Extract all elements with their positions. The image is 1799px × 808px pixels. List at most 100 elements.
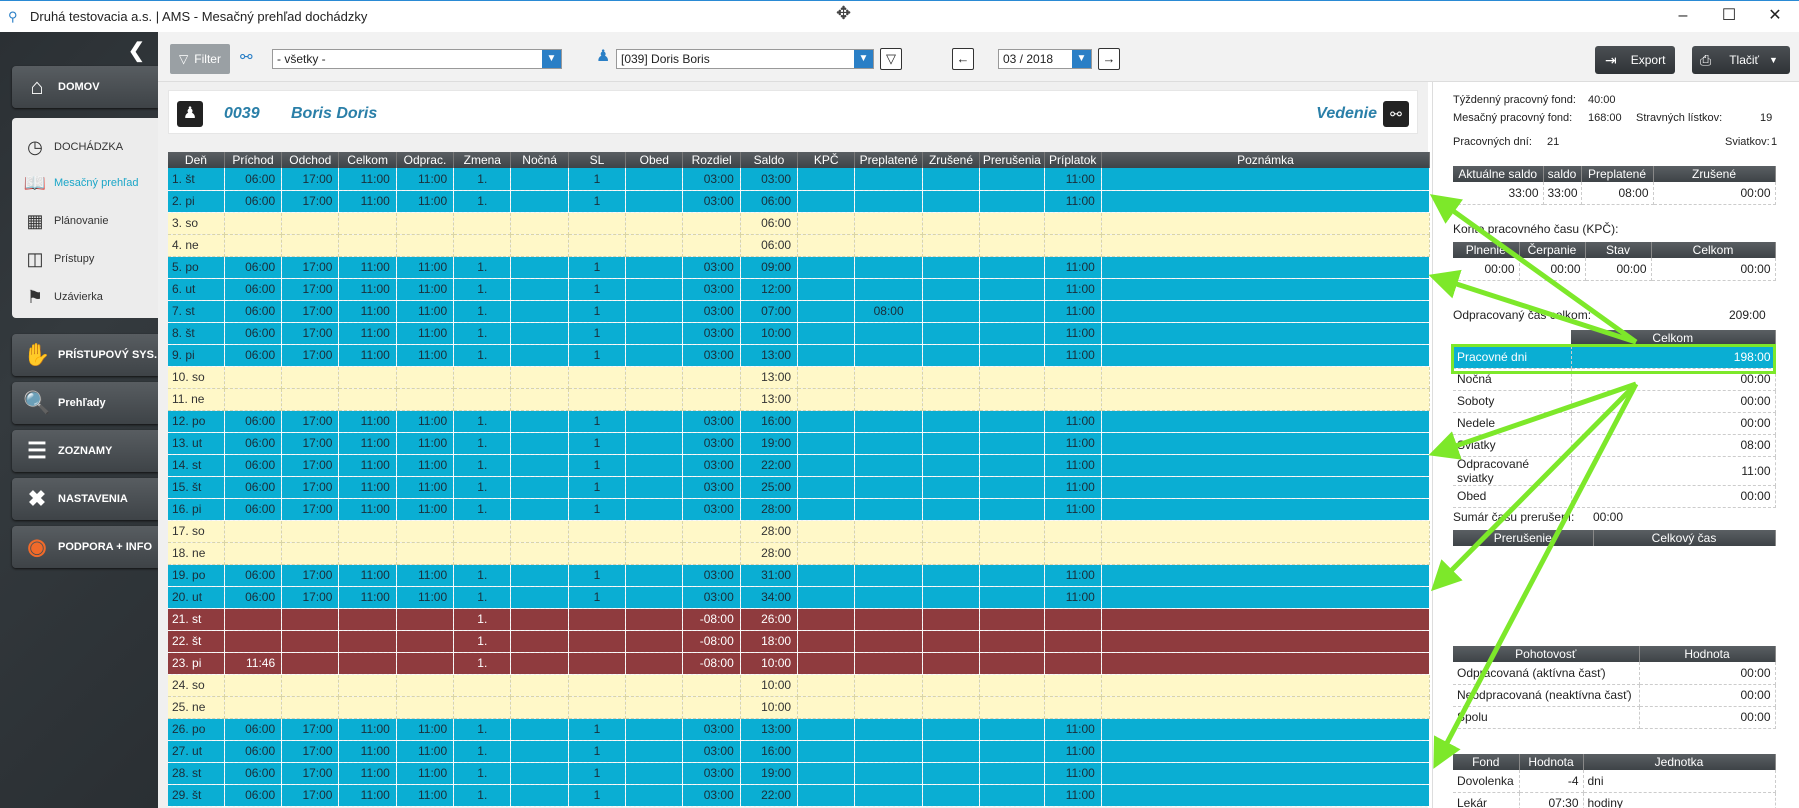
table-cell[interactable] [510,388,569,411]
table-cell[interactable]: 1. [453,256,512,279]
table-cell[interactable]: 1. [453,190,512,213]
table-cell[interactable]: 19:00 [740,432,799,455]
table-cell[interactable] [797,762,856,785]
table-cell[interactable]: 03:00 [682,476,741,499]
table-cell[interactable] [854,256,923,279]
table-cell[interactable] [922,520,981,543]
table-cell[interactable] [979,388,1045,411]
table-cell[interactable] [1101,696,1431,719]
nav-nastavenia[interactable]: ✖ NASTAVENIA [12,478,158,520]
table-cell[interactable] [922,630,981,653]
table-cell[interactable] [338,366,397,389]
table-cell[interactable]: 03:00 [682,740,741,763]
table-cell[interactable] [922,498,981,521]
table-cell[interactable]: 03:00 [682,322,741,345]
table-cell[interactable]: 03:00 [740,168,799,191]
table-cell[interactable]: 1. [453,476,512,499]
table-cell[interactable] [396,608,455,631]
table-cell[interactable]: 06:00 [224,476,283,499]
table-cell[interactable]: 11:00 [396,498,455,521]
table-cell[interactable]: 17:00 [281,322,340,345]
table-cell[interactable] [625,190,684,213]
table-cell[interactable] [854,674,923,697]
table-cell[interactable] [281,674,340,697]
table-cell[interactable]: 1. [453,300,512,323]
table-cell[interactable]: 1 [568,278,627,301]
table-cell[interactable] [625,608,684,631]
table-cell[interactable]: 16:00 [740,410,799,433]
table-cell[interactable]: 28:00 [740,542,799,565]
table-cell[interactable] [453,696,512,719]
table-cell[interactable] [797,586,856,609]
table-cell[interactable] [510,696,569,719]
table-cell[interactable]: 17:00 [281,344,340,367]
table-cell[interactable]: 11:00 [396,322,455,345]
table-cell[interactable]: 1. [453,740,512,763]
table-cell[interactable] [682,542,741,565]
table-cell[interactable] [979,256,1045,279]
table-cell[interactable] [510,476,569,499]
table-cell[interactable] [1101,498,1431,521]
table-cell[interactable] [396,212,455,235]
table-cell[interactable] [979,432,1045,455]
table-cell[interactable]: 11:00 [396,432,455,455]
table-cell[interactable] [510,300,569,323]
table-row[interactable]: 26. po 06:00 17:00 11:00 11:00 1. 1 03:00 13:00 1… [168,718,1431,741]
table-cell[interactable] [682,234,741,257]
table-cell[interactable] [1101,454,1431,477]
table-cell[interactable] [625,630,684,653]
table-cell[interactable]: 1. [453,630,512,653]
table-cell[interactable]: 29. št [168,784,225,807]
table-cell[interactable] [224,212,283,235]
nav-podpora[interactable]: ◉ PODPORA + INFO [12,526,158,568]
table-cell[interactable] [1101,674,1431,697]
table-cell[interactable]: 11:00 [1044,586,1102,609]
table-cell[interactable] [979,476,1045,499]
column-header[interactable]: Zmena [453,152,512,168]
table-cell[interactable] [224,234,283,257]
table-cell[interactable]: 25:00 [740,476,799,499]
table-cell[interactable] [1101,366,1431,389]
table-row[interactable]: 6. ut 06:00 17:00 11:00 11:00 1. 1 03:00 12:00 11… [168,278,1431,301]
table-cell[interactable] [625,168,684,191]
table-cell[interactable] [979,674,1045,697]
table-cell[interactable]: 11:00 [338,322,397,345]
table-row[interactable]: 21. st 1. -08:00 26:00 [168,608,1431,631]
table-cell[interactable] [625,234,684,257]
table-cell[interactable] [922,696,981,719]
table-cell[interactable]: 06:00 [740,234,799,257]
print-button[interactable]: ⎙ Tlačiť ▼ [1692,46,1790,74]
table-cell[interactable]: 26:00 [740,608,799,631]
table-cell[interactable] [510,410,569,433]
table-cell[interactable]: 11:00 [396,784,455,807]
table-cell[interactable]: 06:00 [224,454,283,477]
table-row[interactable]: 18. ne 28:00 [168,542,1431,565]
table-cell[interactable] [625,542,684,565]
table-cell[interactable]: 06:00 [224,410,283,433]
table-cell[interactable] [453,674,512,697]
table-cell[interactable]: 11:00 [396,762,455,785]
table-cell[interactable] [979,542,1045,565]
table-cell[interactable]: 1. [453,278,512,301]
table-cell[interactable]: 11:00 [396,476,455,499]
table-cell[interactable] [922,586,981,609]
table-cell[interactable]: 11:00 [338,586,397,609]
table-cell[interactable] [797,190,856,213]
table-cell[interactable] [1101,256,1431,279]
table-cell[interactable] [682,696,741,719]
table-cell[interactable] [922,762,981,785]
table-cell[interactable] [625,256,684,279]
table-cell[interactable] [510,630,569,653]
table-cell[interactable]: 11:00 [396,190,455,213]
table-cell[interactable] [797,300,856,323]
table-cell[interactable] [338,674,397,697]
table-cell[interactable]: 11:00 [338,168,397,191]
table-cell[interactable]: 17:00 [281,740,340,763]
table-cell[interactable]: 11:00 [396,586,455,609]
table-cell[interactable] [510,344,569,367]
table-row[interactable]: 4. ne 06:00 [168,234,1431,257]
table-cell[interactable]: 1. [453,564,512,587]
table-row[interactable]: 2. pi 06:00 17:00 11:00 11:00 1. 1 03:00 06:00 11… [168,190,1431,213]
table-cell[interactable] [797,696,856,719]
table-cell[interactable]: 11:00 [338,564,397,587]
